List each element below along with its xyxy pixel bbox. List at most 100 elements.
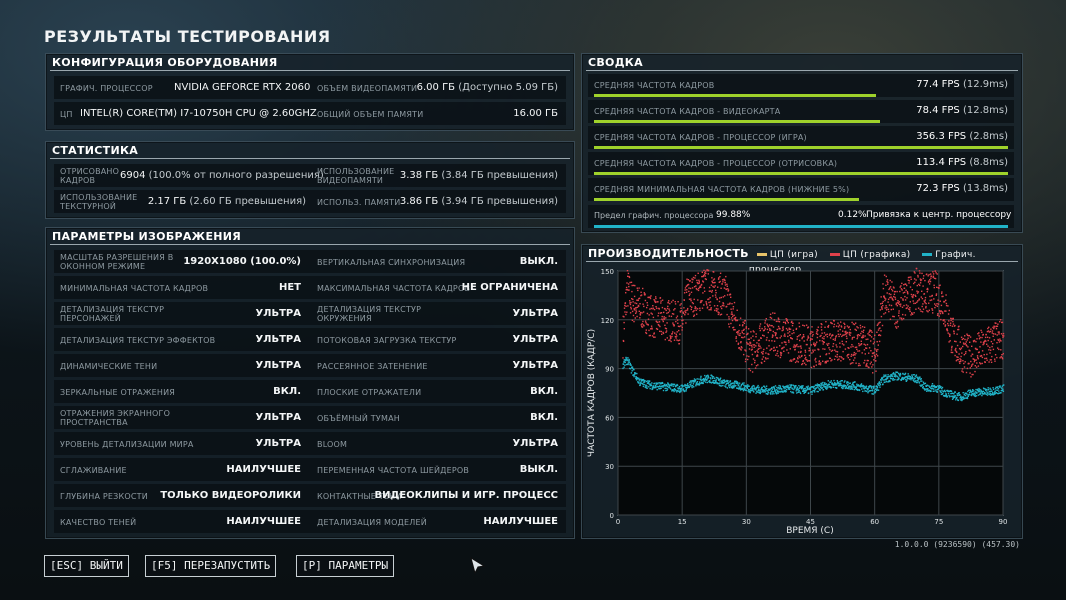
cpu-render-point — [724, 279, 726, 281]
restart-button[interactable]: [F5] ПЕРЕЗАПУСТИТЬ — [145, 555, 277, 577]
cpu-render-point — [919, 272, 921, 274]
cpu-render-point — [779, 351, 782, 354]
gpu-point — [652, 385, 655, 387]
cpu-render-point — [636, 315, 638, 318]
gpu-point — [785, 390, 787, 393]
gpu-point — [970, 390, 972, 392]
gpu-point — [905, 380, 907, 382]
gpu-point — [757, 391, 759, 393]
cpu-render-point — [787, 332, 789, 334]
cpu-render-point — [710, 284, 713, 286]
cpu-render-point — [635, 309, 637, 311]
cpu-render-point — [764, 328, 766, 330]
gpu-point — [974, 393, 976, 396]
cpu-render-point — [935, 272, 937, 274]
param-value: НЕ ОГРАНИЧЕНА — [461, 282, 558, 293]
cpu-render-point — [816, 328, 818, 331]
gpu-point — [891, 375, 894, 377]
gpu-point — [957, 394, 959, 397]
cpu-render-point — [770, 324, 772, 327]
gpu-point — [670, 383, 673, 385]
cpu-render-point — [865, 338, 867, 341]
param-value: УЛЬТРА — [255, 334, 301, 345]
cpu-render-point — [691, 281, 693, 283]
gpu-point — [902, 378, 905, 381]
gpu-point — [749, 389, 752, 392]
cpu-render-point — [889, 318, 892, 320]
gpu-point — [966, 393, 968, 395]
gpu-point — [709, 377, 712, 379]
gpu-point — [951, 392, 953, 395]
summary-ms: (13.8ms) — [962, 183, 1008, 194]
param-label: ПОТОКОВАЯ ЗАГРУЗКА ТЕКСТУР — [317, 336, 457, 345]
parameters-button[interactable]: [P] ПАРАМЕТРЫ — [296, 555, 395, 577]
gpu-point — [732, 385, 734, 387]
cpu-render-point — [692, 276, 695, 279]
gpu-bound-percent: 99.88% — [716, 210, 751, 220]
gpu-point — [792, 391, 794, 393]
gpu-point — [771, 388, 774, 390]
gpu-point — [855, 386, 857, 388]
cpu-render-point — [677, 301, 679, 303]
gpu-point — [819, 389, 822, 391]
cpu-render-point — [964, 335, 966, 337]
gpu-point — [681, 386, 684, 388]
cpu-render-point — [662, 319, 664, 321]
cpu-render-point — [837, 359, 839, 361]
cpu-render-point — [768, 345, 770, 347]
cpu-render-point — [939, 284, 941, 286]
cpu-render-point — [674, 332, 676, 334]
cpu-render-point — [890, 296, 892, 298]
cpu-render-point — [954, 354, 956, 357]
cpu-render-point — [899, 305, 902, 307]
cpu-render-point — [648, 334, 651, 337]
gpu-point — [869, 389, 872, 392]
cpu-render-point — [720, 296, 722, 299]
cpu-render-point — [860, 332, 862, 335]
gpu-point — [857, 389, 859, 391]
cpu-render-point — [974, 370, 976, 373]
gpu-point — [735, 380, 737, 382]
cpu-render-point — [751, 371, 754, 373]
cpu-render-point — [652, 307, 654, 309]
gpu-point — [952, 397, 955, 399]
cpu-label: ЦП — [60, 110, 73, 119]
cpu-render-point — [668, 339, 670, 342]
gpu-point — [793, 385, 795, 387]
cpu-render-point — [709, 304, 711, 306]
cpu-render-point — [840, 326, 843, 328]
gpu-point — [877, 383, 879, 385]
gpu-point — [951, 398, 954, 400]
cpu-render-point — [902, 313, 904, 316]
gpu-point — [736, 387, 738, 389]
summary-ms: (2.8ms) — [969, 131, 1008, 142]
gpu-point — [743, 386, 746, 388]
gpu-point — [919, 378, 922, 380]
cpu-render-point — [803, 362, 806, 364]
gpu-point — [823, 384, 825, 386]
cpu-render-point — [642, 311, 645, 313]
cpu-render-point — [962, 360, 964, 362]
cpu-render-point — [657, 321, 659, 323]
gpu-point — [630, 364, 632, 366]
cpu-render-point — [973, 340, 975, 342]
cpu-render-point — [800, 355, 803, 358]
gpu-point — [777, 386, 780, 389]
gpu-point — [719, 380, 721, 382]
cpu-render-point — [629, 281, 631, 284]
cpu-render-point — [741, 330, 743, 332]
gpu-point — [666, 388, 669, 390]
gpu-point — [953, 396, 956, 398]
cpu-render-point — [999, 319, 1002, 321]
exit-button[interactable]: [ESC] ВЫЙТИ — [44, 555, 129, 577]
cpu-render-point — [698, 279, 700, 281]
gpu-point — [764, 386, 766, 388]
cpu-render-point — [853, 323, 856, 326]
cpu-render-point — [947, 324, 950, 327]
summary-header: СВОДКА — [586, 56, 1018, 71]
cpu-render-point — [824, 326, 826, 328]
cpu-render-point — [840, 356, 842, 358]
cpu-render-point — [994, 358, 996, 360]
cpu-render-point — [713, 286, 715, 288]
gpu-point — [733, 385, 735, 388]
